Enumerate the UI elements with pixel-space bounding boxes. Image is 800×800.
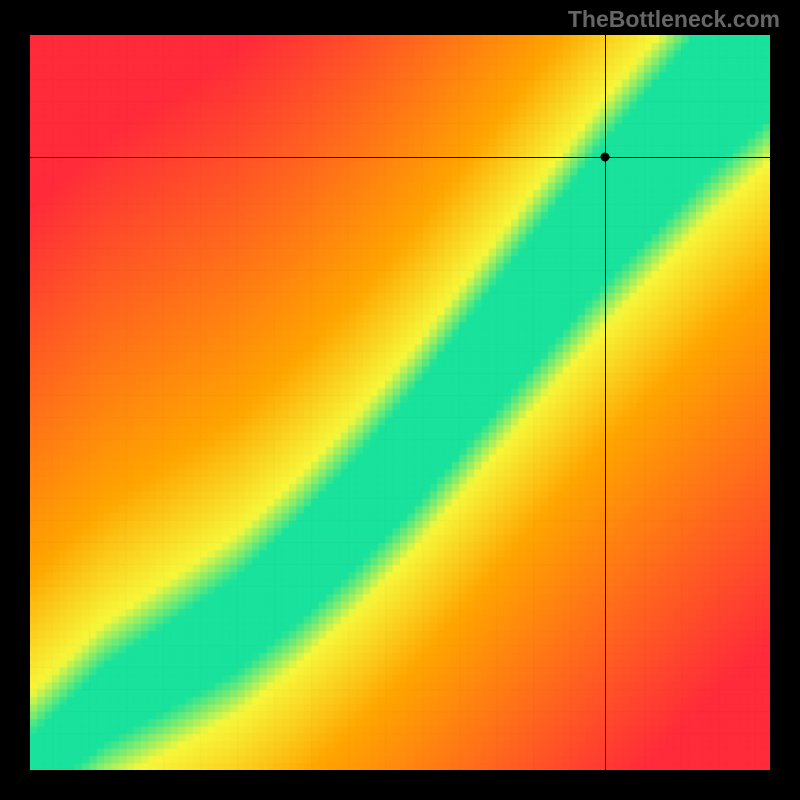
marker-dot [600,153,609,162]
watermark-text: TheBottleneck.com [568,6,780,33]
crosshair-vertical [605,35,606,770]
bottleneck-heatmap [30,35,770,770]
heatmap-canvas [30,35,770,770]
crosshair-horizontal [30,157,770,158]
